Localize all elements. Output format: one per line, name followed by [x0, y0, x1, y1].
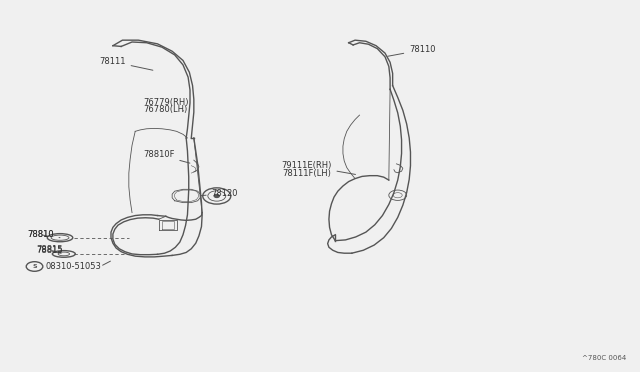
- Text: 76779(RH): 76779(RH): [143, 98, 188, 111]
- Text: 79111E(RH): 79111E(RH): [281, 161, 355, 174]
- Text: 08310-51053: 08310-51053: [46, 262, 102, 271]
- Text: S: S: [32, 264, 37, 269]
- Text: 78810F: 78810F: [143, 150, 190, 163]
- Text: 78815: 78815: [36, 246, 63, 255]
- Text: ^780C 0064: ^780C 0064: [582, 355, 626, 361]
- Text: 78815: 78815: [36, 246, 63, 254]
- Text: 78111: 78111: [99, 57, 153, 70]
- Text: 78810: 78810: [27, 230, 54, 239]
- Text: 78120: 78120: [200, 189, 238, 198]
- Text: 78111F(LH): 78111F(LH): [283, 169, 332, 178]
- Text: 78110: 78110: [388, 45, 436, 56]
- Circle shape: [214, 195, 220, 198]
- Text: 78810: 78810: [27, 230, 60, 239]
- Text: 76780(LH): 76780(LH): [143, 105, 187, 114]
